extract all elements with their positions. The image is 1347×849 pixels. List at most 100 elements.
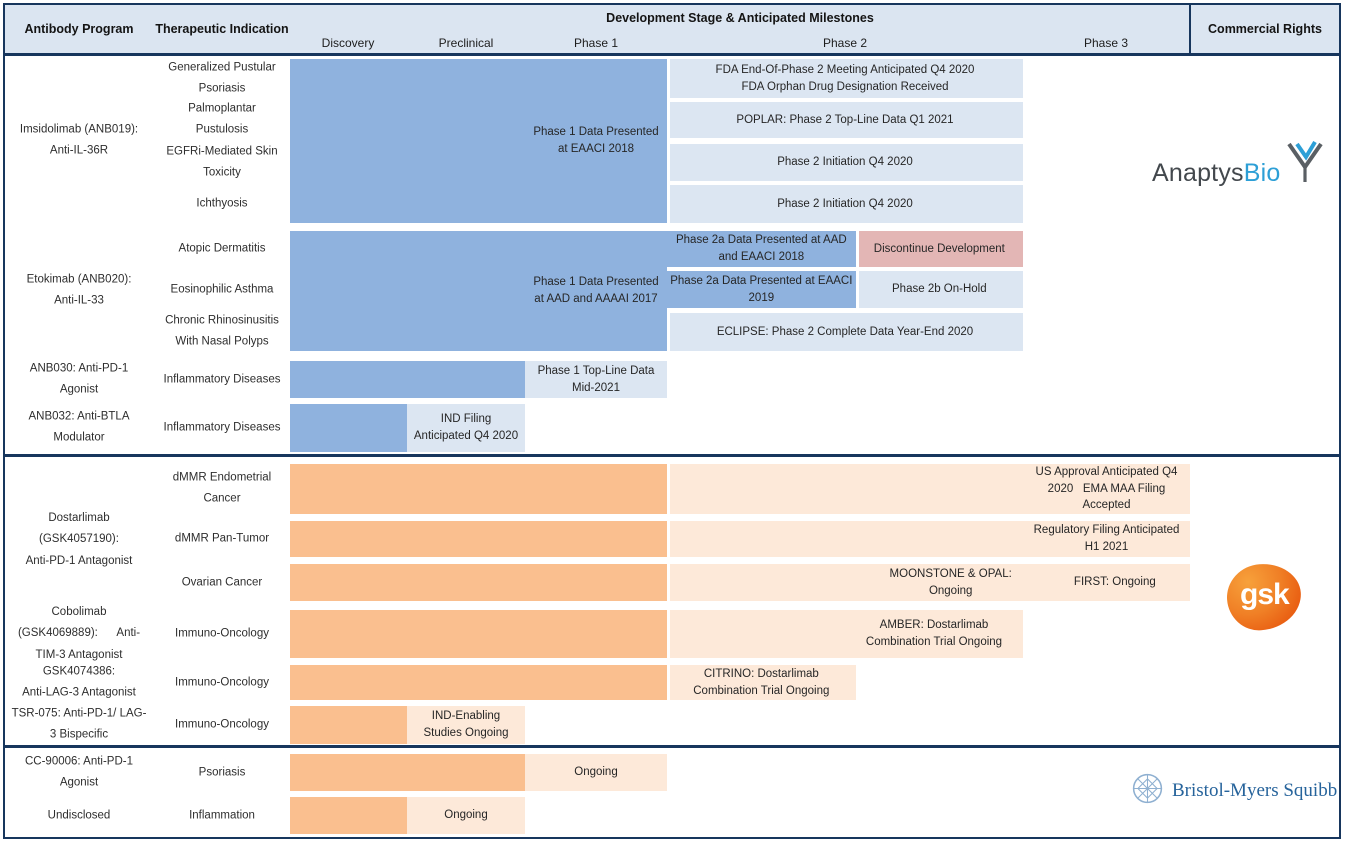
stage-bar [667, 231, 856, 267]
milestone-text: Ongoing [574, 766, 618, 779]
milestone-text: Phase 2a Data Presented at AAD and EAACI… [675, 234, 847, 263]
stage-bar [290, 564, 667, 601]
stage-header-preclinical: Preclinical [438, 36, 494, 50]
program-label: Undisclosed [47, 808, 111, 821]
milestone-box [670, 185, 1023, 223]
program-label: Dostarlimab (GSK4057190): Anti-PD-1 Anta… [25, 512, 133, 567]
program-label: ANB032: Anti-BTLA Modulator [28, 410, 130, 444]
anaptysbio-logo: AnaptysBio [1152, 140, 1329, 200]
milestone-box [858, 271, 1023, 308]
milestone-box [670, 564, 1190, 601]
indication-label: Generalized Pustular Psoriasis [168, 61, 276, 95]
milestone-text: Phase 2 Initiation Q4 2020 [777, 197, 913, 210]
milestone-box [670, 521, 1190, 557]
milestone-text: Phase 1 Top-Line Data Mid-2021 [537, 364, 655, 394]
stage-bar [290, 59, 667, 223]
indication-label: Inflammation [189, 808, 255, 821]
stage-bar [290, 754, 525, 791]
milestone-text: FIRST: Ongoing [1073, 576, 1156, 589]
column-header-antibody-program: Antibody Program [24, 22, 134, 36]
milestone-text: CITRINO: Dostarlimab Combination Trial O… [693, 667, 830, 697]
program-label: Cobolimab (GSK4069889): Anti- TIM-3 Anta… [17, 606, 141, 661]
milestone-box [670, 610, 1023, 658]
milestone-box [525, 361, 667, 398]
anaptysbio-wordmark: AnaptysBio [1152, 158, 1281, 187]
milestone-box [407, 404, 525, 452]
indication-label: EGFRi-Mediated Skin Toxicity [166, 145, 278, 179]
indication-label: Ovarian Cancer [181, 575, 263, 588]
indication-label: Atopic Dermatitis [178, 242, 266, 255]
milestone-text: POPLAR: Phase 2 Top-Line Data Q1 2021 [736, 113, 954, 126]
milestone-text: IND Filing Anticipated Q4 2020 [413, 413, 519, 442]
program-label: GSK4074386: Anti-LAG-3 Antagonist [22, 665, 136, 699]
program-label: ANB030: Anti-PD-1 Agonist [29, 362, 129, 396]
stage-bar [290, 464, 667, 514]
program-label: Etokimab (ANB020): Anti-IL-33 [26, 273, 132, 307]
column-header-commercial-rights: Commercial Rights [1208, 22, 1322, 36]
indication-label: dMMR Endometrial Cancer [172, 471, 272, 505]
bms-emblem-icon [1131, 772, 1164, 810]
milestone-box [407, 706, 525, 744]
antibody-icon [1283, 140, 1329, 196]
indication-label: dMMR Pan-Tumor [174, 532, 270, 545]
milestone-text: Regulatory Filing Anticipated H1 2021 [1033, 524, 1180, 553]
stage-header-phase-2: Phase 2 [822, 36, 868, 50]
milestone-box [670, 313, 1023, 351]
stage-bar [290, 610, 667, 658]
milestone-text: US Approval Anticipated Q4 2020 EMA MAA … [1035, 466, 1178, 512]
indication-label: Psoriasis [198, 765, 246, 778]
milestone-text: Discontinue Development [873, 242, 1005, 255]
milestone-box [407, 797, 525, 834]
milestone-text: ECLIPSE: Phase 2 Complete Data Year-End … [716, 325, 974, 338]
column-header-therapeutic-indication: Therapeutic Indication [155, 22, 289, 36]
bms-wordmark: Bristol-Myers Squibb [1172, 780, 1338, 801]
commercial-rights-divider [1189, 3, 1191, 53]
indication-label: Inflammatory Diseases [163, 421, 281, 434]
indication-label: Inflammatory Diseases [163, 372, 281, 385]
indication-label: Chronic Rhinosinusitis With Nasal Polyps [165, 314, 279, 348]
discontinued-box [858, 231, 1023, 267]
stage-bar [290, 706, 407, 744]
milestone-text: Phase 1 Data Presented at EAACI 2018 [533, 126, 659, 155]
stage-bar [290, 231, 667, 351]
indication-label: Immuno-Oncology [175, 627, 269, 640]
stage-bar [290, 521, 667, 557]
section-divider-anaptysbio-gsk [3, 454, 1341, 457]
program-label: TSR-075: Anti-PD-1/ LAG- 3 Bispecific [11, 707, 147, 741]
stage-bar [667, 271, 856, 308]
bms-logo: Bristol-Myers Squibb [1131, 772, 1337, 810]
stage-header-discovery: Discovery [321, 36, 375, 50]
milestone-box [525, 754, 667, 791]
stage-bar [290, 797, 407, 834]
milestone-text: Phase 1 Data Presented at AAD and AAAAI … [533, 276, 659, 305]
column-header-development-stage: Development Stage & Anticipated Mileston… [606, 11, 874, 25]
milestone-box [670, 144, 1023, 181]
indication-label: Immuno-Oncology [175, 718, 269, 731]
milestone-text: AMBER: Dostarlimab Combination Trial Ong… [865, 619, 1003, 648]
milestone-text: Ongoing [444, 809, 488, 822]
stage-bar [290, 665, 667, 700]
milestone-box [670, 665, 856, 700]
indication-label: Palmoplantar Pustulosis [188, 102, 256, 136]
milestone-text: Phase 2b On-Hold [892, 283, 987, 296]
milestone-text: Phase 2 Initiation Q4 2020 [777, 156, 913, 169]
milestone-text: Phase 2a Data Presented at EAACI 2019 [670, 274, 853, 304]
milestone-box [670, 464, 1190, 514]
indication-label: Immuno-Oncology [175, 675, 269, 688]
milestone-text: IND-Enabling Studies Ongoing [423, 710, 509, 739]
header-divider [3, 53, 1341, 56]
header-background [3, 3, 1341, 53]
milestone-text: FDA End-Of-Phase 2 Meeting Anticipated Q… [715, 63, 975, 93]
stage-bar [290, 361, 525, 398]
gsk-wordmark: gsk [1239, 578, 1289, 612]
stage-bar [290, 404, 407, 452]
stage-header-phase-3: Phase 3 [1083, 36, 1129, 50]
indication-label: Ichthyosis [196, 197, 248, 210]
section-divider-gsk-bms [3, 745, 1341, 748]
stage-header-phase-1: Phase 1 [573, 36, 619, 50]
milestone-box [670, 102, 1023, 138]
program-label: Imsidolimab (ANB019): Anti-IL-36R [19, 123, 139, 157]
indication-label: Eosinophilic Asthma [170, 282, 274, 295]
milestone-text: MOONSTONE & OPAL: Ongoing [889, 567, 1012, 597]
